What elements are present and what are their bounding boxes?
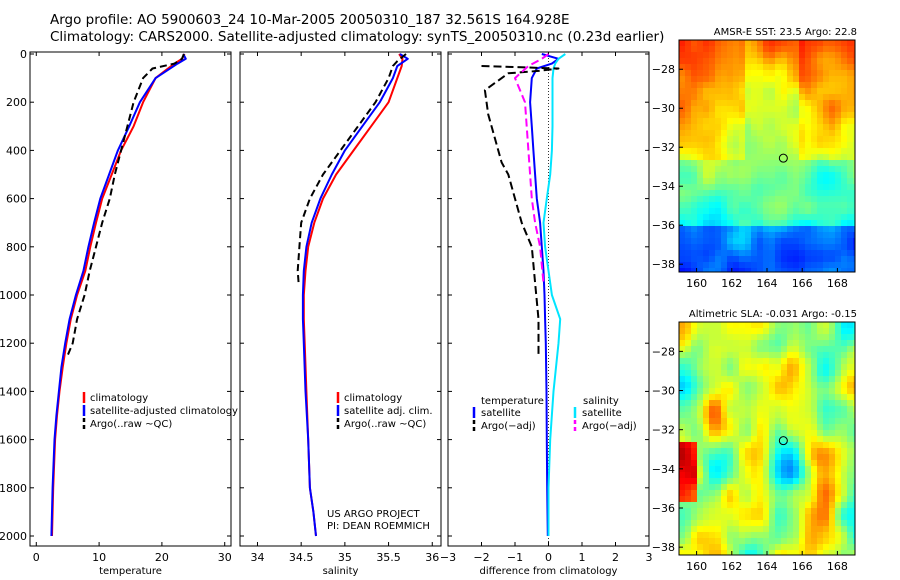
difference-xtick-label: 3 — [646, 551, 653, 564]
diff-legend-title-temperature: temperature — [481, 396, 544, 407]
sst-map-title: AMSR-E SST: 23.5 Argo: 22.8 — [714, 27, 857, 38]
depth-tick-label: 200 — [6, 96, 27, 109]
sla-map-ytick-label: −38 — [652, 541, 675, 554]
salinity-xtick-label: 34.5 — [289, 551, 314, 564]
temperature-xtick-label: 20 — [155, 551, 169, 564]
difference-series-temperature-argo-adj- — [481, 65, 560, 356]
salinity-axes-box — [239, 51, 442, 547]
salinity-xlabel: salinity — [323, 566, 359, 577]
salinity-series-satellite-adj-clim- — [301, 53, 409, 537]
diff-legend-label: satellite — [582, 408, 622, 419]
temperature-panel: 0 10 20 30 0 200 400 600 800 1000 1200 1400 1600 1800… — [0, 48, 238, 577]
sla-map-ytick-label: −32 — [652, 424, 675, 437]
sst-map-ytick-label: −34 — [652, 180, 675, 193]
difference-xtick-label: −2 — [473, 551, 489, 564]
diff-legend-label: Argo(−adj) — [582, 421, 637, 432]
depth-tick-label: 1200 — [0, 337, 27, 350]
sst-map-xtick-label: 168 — [827, 277, 848, 290]
project-annotation: PI: DEAN ROEMMICH — [327, 521, 430, 532]
difference-series-salinity-satellite — [542, 53, 566, 536]
difference-xtick-label: −3 — [440, 551, 456, 564]
sla-map-title: Altimetric SLA: -0.031 Argo: -0.15 — [689, 309, 857, 320]
depth-tick-label: 600 — [6, 193, 27, 206]
sst-map-ytick-label: −30 — [652, 102, 675, 115]
sla-map-xtick-label: 160 — [686, 560, 707, 573]
figure-title: Argo profile: AO 5900603_24 10-Mar-2005 … — [50, 12, 570, 28]
depth-tick-label: 0 — [20, 48, 27, 61]
salinity-legend-label: satellite adj. clim. — [344, 406, 433, 417]
depth-tick-label: 1600 — [0, 434, 27, 447]
salinity-xtick-label: 35.5 — [376, 551, 401, 564]
depth-tick-label: 1000 — [0, 289, 27, 302]
sst-map-xtick-label: 166 — [792, 277, 813, 290]
salinity-legend-label: Argo(..raw ~QC) — [344, 419, 426, 430]
salinity-xtick-label: 35 — [338, 551, 352, 564]
sst-map-xtick-label: 162 — [721, 277, 742, 290]
difference-xtick-label: −1 — [507, 551, 523, 564]
difference-series-salinity-argo-adj- — [514, 53, 550, 283]
difference-xtick-label: 1 — [579, 551, 586, 564]
sla-map-xtick-label: 164 — [757, 560, 778, 573]
sst-map-ytick-label: −38 — [652, 258, 675, 271]
sla-map-ytick-label: −28 — [652, 345, 675, 358]
difference-xtick-label: 0 — [545, 551, 552, 564]
temperature-series-satellite-adjusted-climatology — [50, 53, 187, 537]
salinity-xtick-label: 36 — [425, 551, 439, 564]
sst-map-xtick-label: 164 — [757, 277, 778, 290]
salinity-legend-label: climatology — [344, 393, 402, 404]
sst-map-ytick-label: −28 — [652, 63, 675, 76]
diff-legend-label: satellite — [481, 408, 521, 419]
sla-map-image — [679, 322, 855, 555]
depth-tick-label: 800 — [6, 241, 27, 254]
depth-tick-label: 1800 — [0, 482, 27, 495]
difference-xlabel: difference from climatology — [480, 566, 618, 577]
depth-tick-label: 1400 — [0, 385, 27, 398]
temperature-legend-label: satellite-adjusted climatology — [90, 406, 238, 417]
temperature-xtick-label: 10 — [92, 551, 106, 564]
sst-map-float-marker — [778, 153, 788, 163]
sla-map-ytick-label: −34 — [652, 463, 675, 476]
temperature-legend-label: climatology — [90, 393, 148, 404]
difference-panel: −3 −2 −1 0 1 2 3 difference from climatology tem… — [440, 51, 653, 577]
temperature-xtick-label: 0 — [33, 551, 40, 564]
temperature-legend-label: Argo(..raw ~QC) — [90, 419, 172, 430]
project-annotation: US ARGO PROJECT — [327, 509, 421, 520]
figure-subtitle: Climatology: CARS2000. Satellite-adjuste… — [50, 29, 665, 45]
diff-legend-title-salinity: salinity — [583, 396, 619, 407]
diff-legend-label: Argo(−adj) — [481, 421, 536, 432]
sla-map-panel: Altimetric SLA: -0.031 Argo: -0.15 160 162… — [652, 309, 857, 573]
sst-map-xtick-label: 160 — [686, 277, 707, 290]
sla-map-xtick-label: 166 — [792, 560, 813, 573]
temperature-xtick-label: 30 — [218, 551, 232, 564]
sla-map-xtick-label: 162 — [721, 560, 742, 573]
difference-xtick-label: 2 — [612, 551, 619, 564]
sla-map-ytick-label: −30 — [652, 385, 675, 398]
salinity-series-argo-raw-qc- — [296, 53, 407, 283]
depth-tick-label: 2000 — [0, 530, 27, 543]
sst-map-panel: AMSR-E SST: 23.5 Argo: 22.8 160 162 164 166 1… — [652, 27, 857, 290]
sla-map-ytick-label: −36 — [652, 502, 675, 515]
depth-tick-label: 400 — [6, 144, 27, 157]
salinity-panel: 34 34.5 35 35.5 36 salinity climatology satelli… — [239, 51, 442, 577]
temperature-axes-box — [29, 51, 232, 547]
sst-map-image — [679, 40, 855, 272]
salinity-xtick-label: 34 — [250, 551, 264, 564]
temperature-xlabel: temperature — [99, 566, 162, 577]
sla-map-xtick-label: 168 — [827, 560, 848, 573]
sla-map-float-marker — [778, 436, 788, 446]
sst-map-ytick-label: −36 — [652, 219, 675, 232]
sst-map-ytick-label: −32 — [652, 141, 675, 154]
